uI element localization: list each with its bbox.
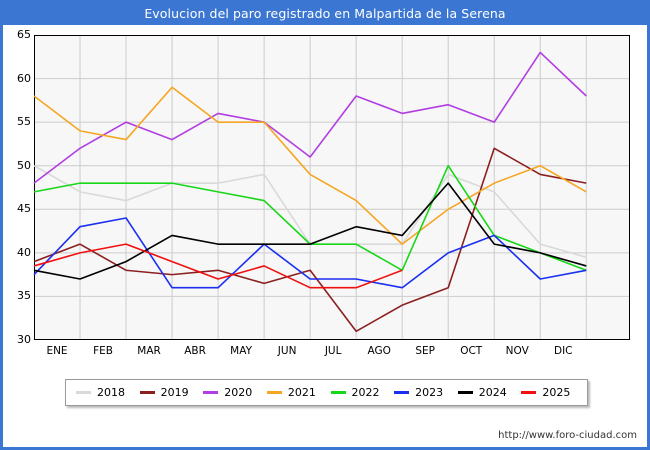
legend-swatch-icon bbox=[457, 391, 473, 394]
legend-item-2018[interactable]: 2018 bbox=[72, 386, 136, 399]
chart-legend: 2018 2019 2020 2021 2022 2023 2024 2025 bbox=[65, 379, 588, 406]
legend-label: 2025 bbox=[542, 386, 571, 399]
legend-item-2021[interactable]: 2021 bbox=[263, 386, 327, 399]
legend-label: 2023 bbox=[415, 386, 444, 399]
x-axis-tick-label: AGO bbox=[367, 345, 391, 357]
y-axis-tick-label: 45 bbox=[17, 202, 31, 216]
legend-label: 2021 bbox=[287, 386, 316, 399]
legend-swatch-icon bbox=[139, 391, 155, 394]
legend-swatch-icon bbox=[521, 391, 537, 394]
y-axis-tick-label: 65 bbox=[17, 28, 31, 41]
x-axis-tick-label: MAY bbox=[230, 345, 253, 357]
legend-swatch-icon bbox=[76, 391, 91, 394]
y-axis-tick-label: 55 bbox=[17, 115, 31, 129]
y-axis-tick-label: 35 bbox=[17, 289, 31, 303]
legend-label: 2020 bbox=[224, 386, 253, 399]
x-axis-tick-label: DIC bbox=[554, 345, 573, 357]
x-axis-tick-label: ENE bbox=[46, 345, 68, 357]
y-axis-tick-label: 50 bbox=[17, 158, 31, 172]
y-axis-tick-label: 30 bbox=[17, 333, 31, 346]
y-axis-tick-label: 40 bbox=[17, 245, 31, 259]
chart-svg bbox=[33, 36, 629, 339]
legend-item-2023[interactable]: 2023 bbox=[390, 386, 454, 399]
series-line-2025 bbox=[33, 243, 403, 289]
legend-label: 2024 bbox=[478, 386, 507, 399]
legend-item-2020[interactable]: 2020 bbox=[199, 386, 263, 399]
series-line-2024 bbox=[33, 182, 587, 280]
series-line-2019 bbox=[33, 147, 587, 333]
legend-swatch-icon bbox=[394, 391, 410, 394]
legend-item-2024[interactable]: 2024 bbox=[454, 386, 518, 399]
source-url: http://www.foro-ciudad.com bbox=[498, 430, 637, 441]
x-axis-tick-label: JUN bbox=[277, 345, 297, 357]
series-line-2021 bbox=[33, 86, 587, 245]
x-axis-tick-label: NOV bbox=[505, 345, 529, 357]
x-axis-tick-label: ABR bbox=[184, 345, 206, 357]
legend-item-2019[interactable]: 2019 bbox=[136, 386, 200, 399]
window-title: Evolucion del paro registrado en Malpart… bbox=[3, 3, 647, 25]
legend-swatch-icon bbox=[266, 391, 282, 394]
legend-swatch-icon bbox=[203, 391, 219, 394]
x-axis-tick-label: SEP bbox=[415, 345, 435, 357]
legend-item-2025[interactable]: 2025 bbox=[517, 386, 581, 399]
legend-label: 2019 bbox=[160, 386, 189, 399]
series-line-2020 bbox=[33, 51, 587, 184]
series-line-2023 bbox=[33, 217, 587, 289]
x-axis-tick-label: MAR bbox=[137, 345, 161, 357]
y-axis: 30 35 40 45 50 55 60 65 bbox=[3, 29, 31, 345]
x-axis-tick-label: OCT bbox=[460, 345, 483, 357]
x-axis-tick-label: JUL bbox=[324, 345, 342, 357]
legend-swatch-icon bbox=[330, 391, 346, 394]
legend-label: 2018 bbox=[97, 386, 125, 399]
x-axis-tick-label: FEB bbox=[93, 345, 113, 357]
legend-item-2022[interactable]: 2022 bbox=[327, 386, 391, 399]
chart-area: 30 35 40 45 50 55 60 65 ENE FEB MAR ABR MAY JUN JUL AG… bbox=[3, 25, 647, 365]
legend-label: 2022 bbox=[351, 386, 380, 399]
y-axis-tick-label: 60 bbox=[17, 71, 31, 85]
